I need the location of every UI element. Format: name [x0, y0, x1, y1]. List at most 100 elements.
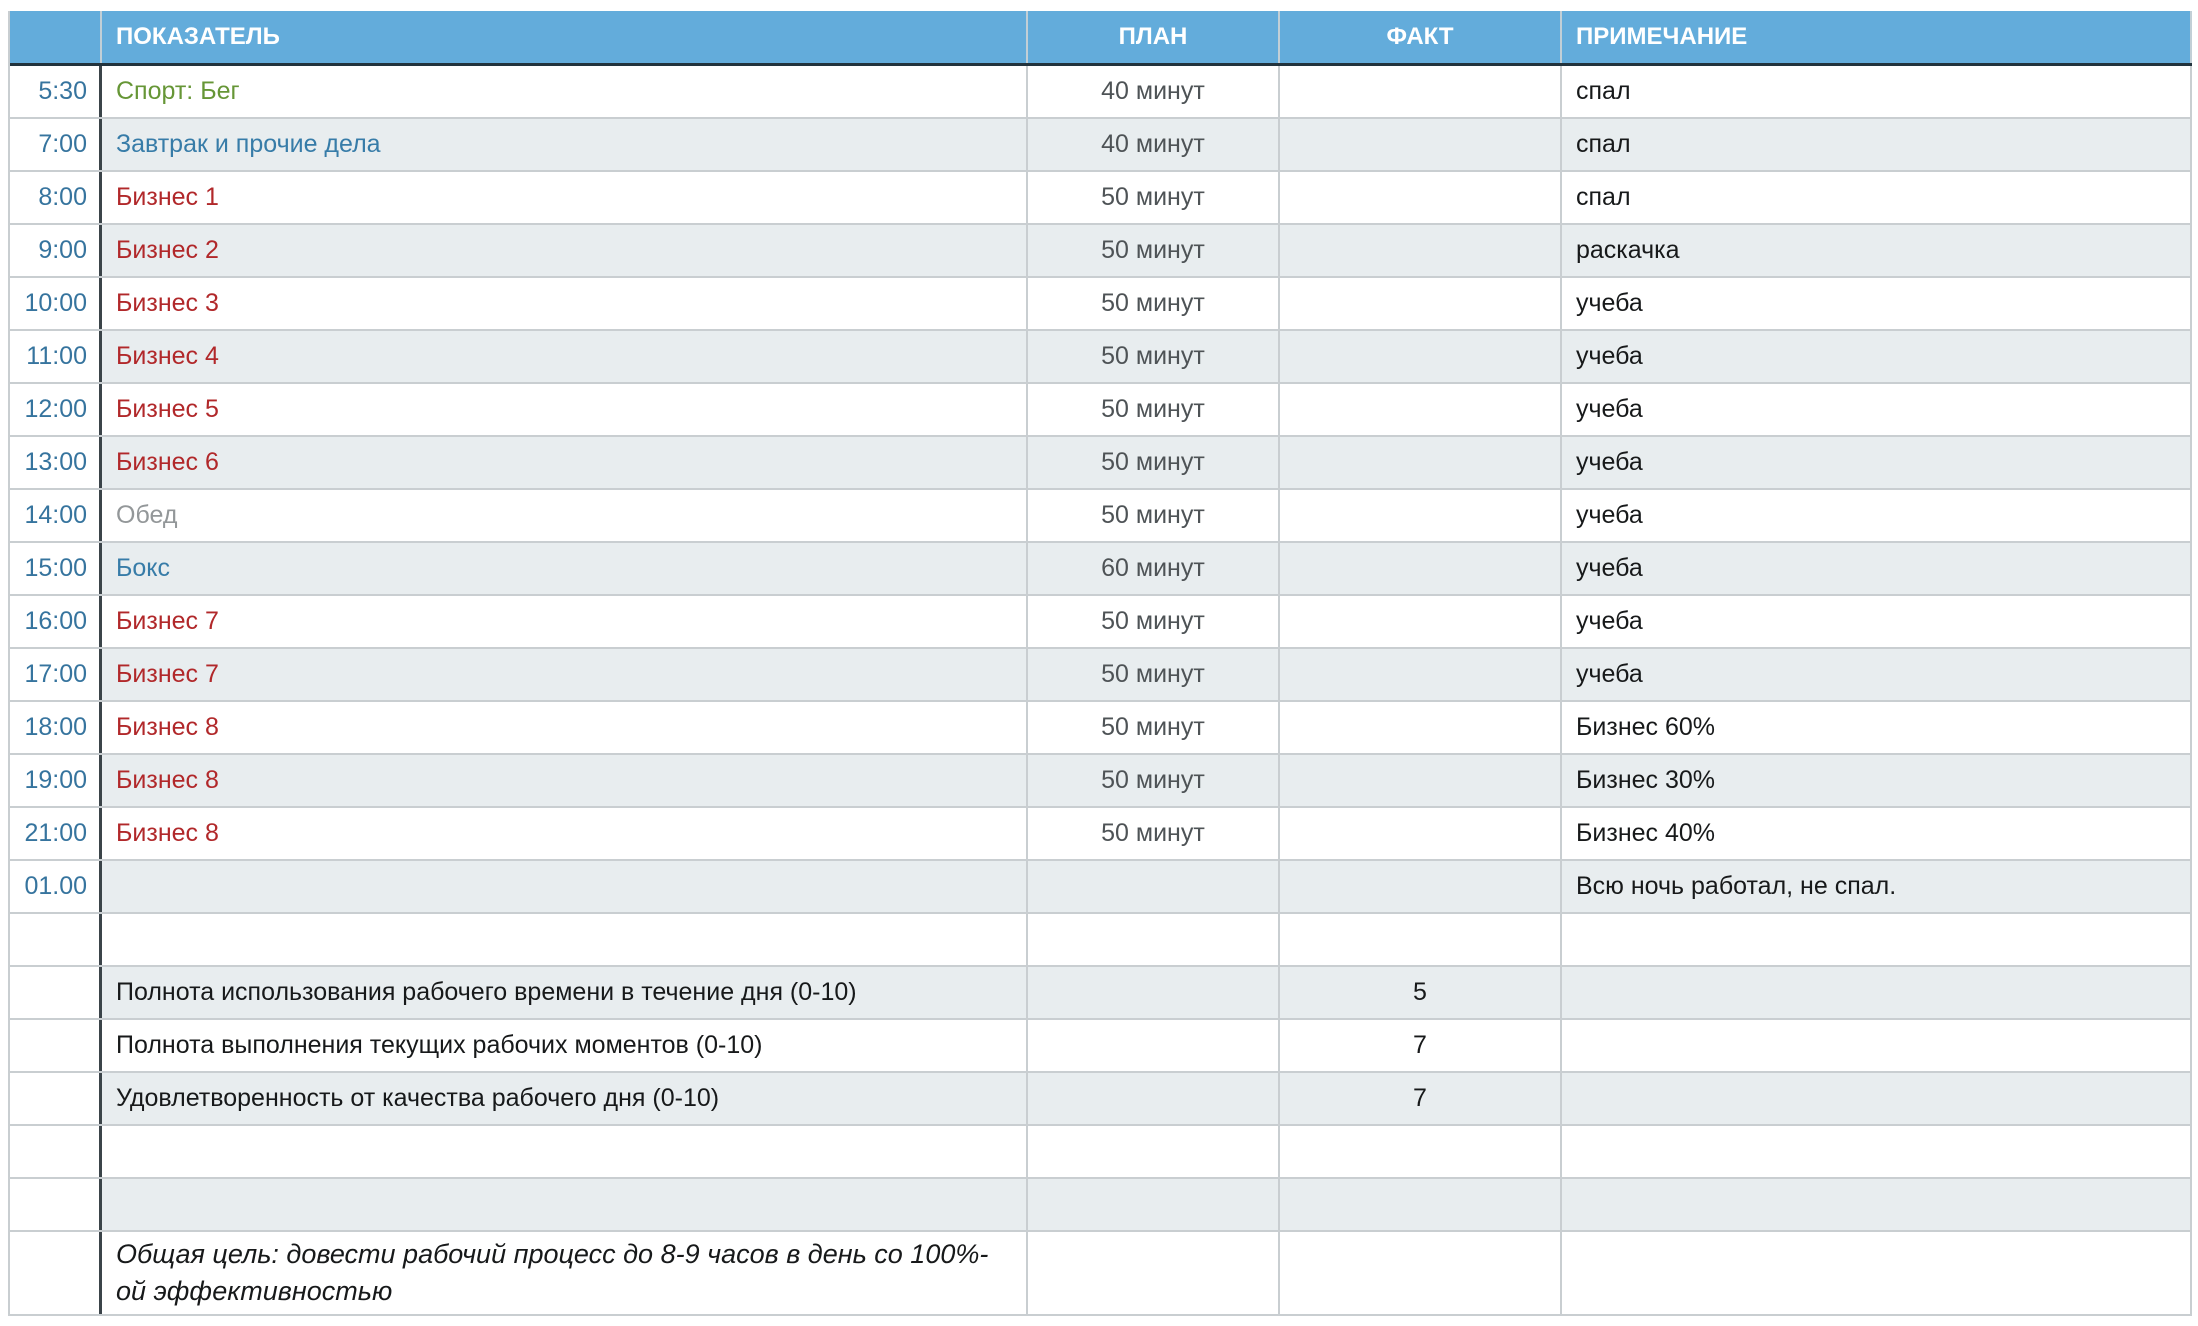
time-cell[interactable]: 16:00: [10, 596, 102, 647]
indicator-cell[interactable]: [102, 861, 1028, 912]
fact-cell[interactable]: [1280, 543, 1562, 594]
plan-cell[interactable]: 50 минут: [1028, 331, 1280, 382]
plan-cell[interactable]: [1028, 1232, 1280, 1314]
fact-cell[interactable]: [1280, 1179, 1562, 1230]
plan-cell[interactable]: 40 минут: [1028, 119, 1280, 170]
plan-cell[interactable]: [1028, 1073, 1280, 1124]
fact-cell[interactable]: [1280, 172, 1562, 223]
indicator-cell[interactable]: Бизнес 1: [102, 172, 1028, 223]
indicator-cell[interactable]: Бизнес 4: [102, 331, 1028, 382]
fact-cell[interactable]: 7: [1280, 1020, 1562, 1071]
time-cell[interactable]: [10, 1073, 102, 1124]
plan-cell[interactable]: [1028, 914, 1280, 965]
plan-cell[interactable]: [1028, 1020, 1280, 1071]
plan-cell[interactable]: 60 минут: [1028, 543, 1280, 594]
time-cell[interactable]: 14:00: [10, 490, 102, 541]
fact-cell[interactable]: [1280, 278, 1562, 329]
note-cell[interactable]: [1562, 967, 2192, 1018]
fact-cell[interactable]: 5: [1280, 967, 1562, 1018]
header-indicator[interactable]: ПОКАЗАТЕЛЬ: [102, 11, 1028, 63]
time-cell[interactable]: [10, 1020, 102, 1071]
note-cell[interactable]: учеба: [1562, 331, 2192, 382]
time-cell[interactable]: 10:00: [10, 278, 102, 329]
fact-cell[interactable]: [1280, 649, 1562, 700]
time-cell[interactable]: [10, 1126, 102, 1177]
time-cell[interactable]: [10, 1179, 102, 1230]
fact-cell[interactable]: [1280, 1232, 1562, 1314]
time-cell[interactable]: [10, 914, 102, 965]
fact-cell[interactable]: [1280, 119, 1562, 170]
note-cell[interactable]: [1562, 1179, 2192, 1230]
indicator-cell[interactable]: Бизнес 3: [102, 278, 1028, 329]
time-cell[interactable]: 15:00: [10, 543, 102, 594]
fact-cell[interactable]: [1280, 808, 1562, 859]
note-cell[interactable]: [1562, 914, 2192, 965]
fact-cell[interactable]: [1280, 596, 1562, 647]
plan-cell[interactable]: 50 минут: [1028, 755, 1280, 806]
time-cell[interactable]: 18:00: [10, 702, 102, 753]
fact-cell[interactable]: [1280, 331, 1562, 382]
note-cell[interactable]: Бизнес 40%: [1562, 808, 2192, 859]
plan-cell[interactable]: 50 минут: [1028, 702, 1280, 753]
note-cell[interactable]: [1562, 1073, 2192, 1124]
indicator-cell[interactable]: Бизнес 2: [102, 225, 1028, 276]
time-cell[interactable]: 8:00: [10, 172, 102, 223]
plan-cell[interactable]: 50 минут: [1028, 808, 1280, 859]
indicator-cell[interactable]: Бизнес 8: [102, 755, 1028, 806]
header-fact[interactable]: ФАКТ: [1280, 11, 1562, 63]
plan-cell[interactable]: 50 минут: [1028, 490, 1280, 541]
plan-cell[interactable]: [1028, 967, 1280, 1018]
fact-cell[interactable]: 7: [1280, 1073, 1562, 1124]
note-cell[interactable]: Бизнес 30%: [1562, 755, 2192, 806]
indicator-cell[interactable]: Завтрак и прочие дела: [102, 119, 1028, 170]
plan-cell[interactable]: 50 минут: [1028, 437, 1280, 488]
indicator-cell[interactable]: Обед: [102, 490, 1028, 541]
indicator-cell[interactable]: Бизнес 8: [102, 702, 1028, 753]
indicator-cell[interactable]: Бизнес 6: [102, 437, 1028, 488]
header-note[interactable]: ПРИМЕЧАНИЕ: [1562, 11, 2192, 63]
fact-cell[interactable]: [1280, 702, 1562, 753]
indicator-cell[interactable]: Бизнес 7: [102, 596, 1028, 647]
plan-cell[interactable]: 50 минут: [1028, 596, 1280, 647]
time-cell[interactable]: 01.00: [10, 861, 102, 912]
note-cell[interactable]: учеба: [1562, 543, 2192, 594]
fact-cell[interactable]: [1280, 755, 1562, 806]
plan-cell[interactable]: 50 минут: [1028, 278, 1280, 329]
fact-cell[interactable]: [1280, 1126, 1562, 1177]
time-cell[interactable]: 11:00: [10, 331, 102, 382]
fact-cell[interactable]: [1280, 861, 1562, 912]
note-cell[interactable]: учеба: [1562, 384, 2192, 435]
note-cell[interactable]: спал: [1562, 66, 2192, 117]
note-cell[interactable]: учеба: [1562, 490, 2192, 541]
note-cell[interactable]: учеба: [1562, 437, 2192, 488]
time-cell[interactable]: 5:30: [10, 66, 102, 117]
indicator-cell[interactable]: Бизнес 7: [102, 649, 1028, 700]
indicator-cell[interactable]: [102, 1179, 1028, 1230]
plan-cell[interactable]: [1028, 1126, 1280, 1177]
note-cell[interactable]: Бизнес 60%: [1562, 702, 2192, 753]
plan-cell[interactable]: [1028, 861, 1280, 912]
indicator-cell[interactable]: Спорт: Бег: [102, 66, 1028, 117]
plan-cell[interactable]: 50 минут: [1028, 384, 1280, 435]
indicator-cell[interactable]: Полнота выполнения текущих рабочих момен…: [102, 1020, 1028, 1071]
time-cell[interactable]: [10, 967, 102, 1018]
plan-cell[interactable]: 50 минут: [1028, 172, 1280, 223]
note-cell[interactable]: учеба: [1562, 278, 2192, 329]
goal-text[interactable]: Общая цель: довести рабочий процесс до 8…: [102, 1232, 1028, 1314]
note-cell[interactable]: [1562, 1232, 2192, 1314]
note-cell[interactable]: Всю ночь работал, не спал.: [1562, 861, 2192, 912]
time-cell[interactable]: 9:00: [10, 225, 102, 276]
time-cell[interactable]: 7:00: [10, 119, 102, 170]
indicator-cell[interactable]: Полнота использования рабочего времени в…: [102, 967, 1028, 1018]
note-cell[interactable]: [1562, 1126, 2192, 1177]
fact-cell[interactable]: [1280, 225, 1562, 276]
fact-cell[interactable]: [1280, 914, 1562, 965]
time-cell[interactable]: 13:00: [10, 437, 102, 488]
note-cell[interactable]: раскачка: [1562, 225, 2192, 276]
plan-cell[interactable]: 50 минут: [1028, 649, 1280, 700]
fact-cell[interactable]: [1280, 384, 1562, 435]
time-cell[interactable]: 19:00: [10, 755, 102, 806]
indicator-cell[interactable]: Удовлетворенность от качества рабочего д…: [102, 1073, 1028, 1124]
fact-cell[interactable]: [1280, 66, 1562, 117]
note-cell[interactable]: учеба: [1562, 596, 2192, 647]
